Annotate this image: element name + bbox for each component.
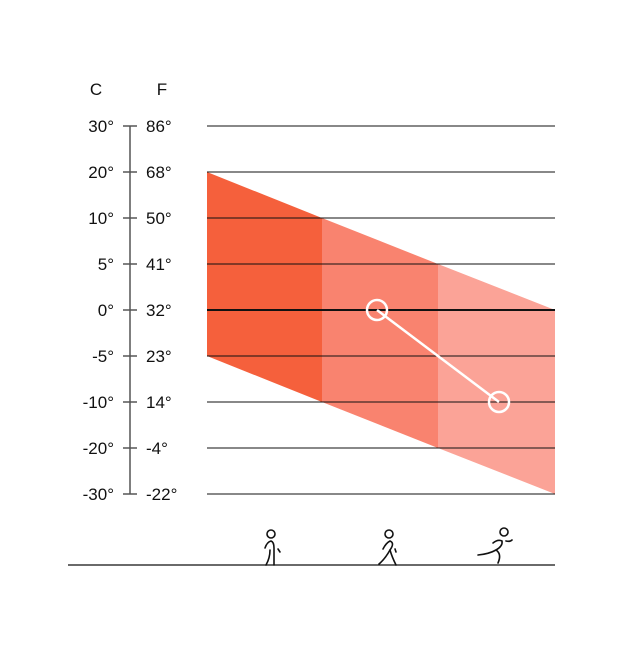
celsius-tick-label: -10° <box>83 393 114 412</box>
fahrenheit-tick-label: 68° <box>146 163 172 182</box>
fahrenheit-tick-label: 23° <box>146 347 172 366</box>
bands <box>207 172 555 494</box>
gridlines <box>207 125 555 495</box>
fahrenheit-tick-label: 50° <box>146 209 172 228</box>
celsius-tick-label: -20° <box>83 439 114 458</box>
axis-ticks: 30° 86° 20° 68° 10° 50° 5° 41° 0° 32° -5° 23° -10° 14… <box>83 117 178 504</box>
celsius-tick-label: -30° <box>83 485 114 504</box>
celsius-header: C <box>90 80 102 99</box>
fahrenheit-tick-label: 14° <box>146 393 172 412</box>
celsius-tick-label: 5° <box>98 255 114 274</box>
fahrenheit-tick-label: 41° <box>146 255 172 274</box>
fahrenheit-tick-label: -22° <box>146 485 177 504</box>
walking-person-icon <box>264 529 281 566</box>
band-running <box>438 264 555 494</box>
jogging-person-icon <box>378 529 397 566</box>
fahrenheit-tick-label: -4° <box>146 439 168 458</box>
band-jogging <box>322 218 438 448</box>
marker-jogging <box>365 298 389 322</box>
celsius-tick-label: 30° <box>88 117 114 136</box>
marker-connector <box>376 309 500 403</box>
markers <box>365 298 511 414</box>
celsius-tick-label: 0° <box>98 301 114 320</box>
celsius-tick-label: -5° <box>92 347 114 366</box>
fahrenheit-tick-label: 86° <box>146 117 172 136</box>
running-person-icon <box>477 527 513 564</box>
fahrenheit-header: F <box>157 80 167 99</box>
fahrenheit-tick-label: 32° <box>146 301 172 320</box>
band-walking <box>207 172 322 402</box>
marker-running <box>487 390 511 414</box>
celsius-tick-label: 10° <box>88 209 114 228</box>
celsius-tick-label: 20° <box>88 163 114 182</box>
